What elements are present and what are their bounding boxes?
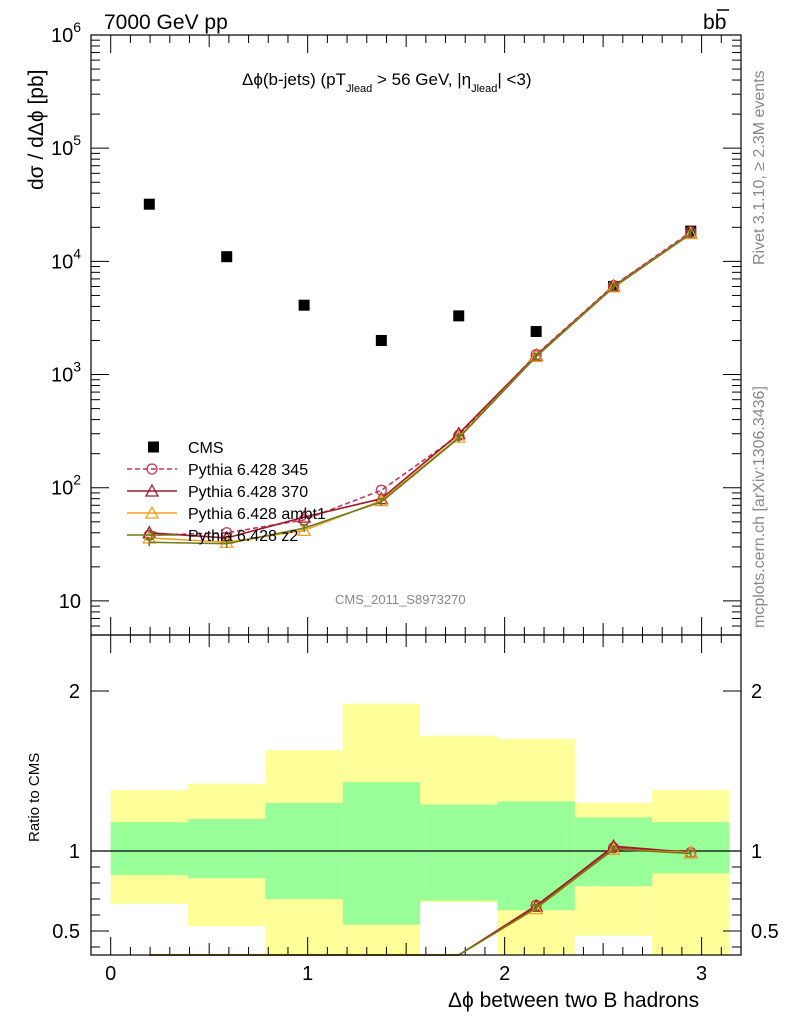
green-band (420, 804, 498, 901)
ratio-y-tick-label: 2 (69, 681, 80, 703)
series-cms (143, 198, 697, 346)
data-marker (609, 283, 618, 292)
y-tick-label: 102 (51, 472, 81, 500)
data-marker (686, 849, 695, 858)
main-panel: 10 102 103 104 105 106 (51, 19, 742, 636)
legend-swatch (148, 441, 159, 453)
data-marker (298, 299, 310, 311)
main-axis-ticks: 10 102 103 104 105 106 (51, 19, 742, 636)
data-marker (297, 509, 312, 523)
x-tick-label: 3 (696, 963, 707, 985)
data-marker (451, 429, 466, 443)
legend: CMS Pythia 6.428 345 Pythia 6.428 370 Pythi… (127, 440, 326, 545)
y-tick-label: 105 (51, 132, 81, 160)
data-marker (532, 904, 541, 912)
y-tick-label: 104 (51, 245, 81, 273)
analysis-id: CMS_2011_S8973270 (335, 592, 466, 607)
ratio-axis-ticks: 0.5 0.5 1 1 2 2 0 1 2 3 (52, 635, 779, 985)
data-marker (454, 434, 463, 443)
y-axis-label: dσ / dΔϕ [pb] (25, 70, 48, 190)
ratio-y-tick-label-right: 0.5 (751, 921, 779, 943)
data-marker (529, 348, 544, 362)
data-marker (222, 540, 231, 548)
process-label: bb (703, 11, 726, 34)
x-tick-label: 2 (499, 963, 510, 985)
data-marker (377, 498, 386, 506)
energy-label: 7000 GeV pp (104, 11, 228, 34)
main-series-layer (142, 198, 698, 548)
ratio-y-tick-label-right: 2 (751, 681, 762, 703)
title-sub1: Jlead (346, 83, 372, 95)
data-marker (221, 251, 233, 263)
data-marker (606, 279, 621, 293)
green-band (342, 782, 421, 925)
data-marker (143, 198, 155, 210)
title-sub2: Jlead (471, 83, 497, 95)
green-band (110, 822, 189, 875)
legend-entry-label: Pythia 6.428 370 (188, 484, 308, 501)
y-tick-label: 103 (51, 359, 81, 387)
legend-entry-label: Pythia 6.428 z2 (188, 528, 298, 545)
rivet-label: Rivet 3.1.10, ≥ 2.3M events (751, 70, 768, 265)
data-marker (148, 531, 156, 539)
y-tick-label: 106 (51, 19, 81, 47)
legend-entry-label: Pythia 6.428 ambt1 (188, 506, 326, 523)
data-marker (683, 226, 698, 240)
mcplots-label: mcplots.cern.ch [arXiv:1306.3436] (751, 386, 768, 628)
x-axis-label: Δϕ between two B hadrons (448, 989, 699, 1012)
data-marker (145, 538, 154, 547)
data-marker (144, 505, 160, 519)
ratio-y-tick-label: 0.5 (52, 921, 80, 943)
title-mid: > 56 GeV, |η (372, 70, 471, 89)
x-tick-label: 0 (105, 963, 116, 985)
ratio-frame (90, 634, 742, 956)
plot-title: Δϕ(b-jets) (pTJlead > 56 GeV, |ηJlead| <… (242, 70, 532, 95)
ratio-bands (91, 703, 741, 955)
ratio-panel: 0.5 0.5 1 1 2 2 0 1 2 3 (52, 634, 779, 985)
data-marker (532, 352, 541, 361)
data-marker (146, 463, 158, 475)
data-marker (300, 524, 309, 533)
title-end: | <3) (497, 70, 531, 89)
data-marker (530, 326, 542, 338)
data-marker (297, 523, 312, 537)
ratio-y-tick-label: 1 (69, 841, 80, 863)
green-band (188, 819, 266, 879)
ratio-y-tick-label-right: 1 (751, 841, 762, 863)
legend-entry-label: Pythia 6.428 345 (188, 462, 308, 479)
data-marker (375, 334, 387, 346)
data-marker (609, 845, 618, 854)
data-marker (529, 901, 544, 915)
green-band (497, 801, 575, 911)
y-tick-label: 10 (59, 591, 81, 613)
data-marker (683, 845, 698, 859)
legend-entry-label: CMS (188, 440, 224, 457)
ratio-y-axis-label: Ratio to CMS (26, 753, 43, 842)
data-marker (686, 230, 695, 238)
x-tick-label: 1 (302, 963, 313, 985)
series-line (149, 233, 692, 545)
title-main: Δϕ(b-jets) (pT (242, 70, 346, 89)
data-marker (144, 483, 160, 497)
series-pythia-6-428-z2 (145, 230, 695, 548)
main-frame (90, 34, 742, 636)
data-marker (453, 310, 465, 322)
